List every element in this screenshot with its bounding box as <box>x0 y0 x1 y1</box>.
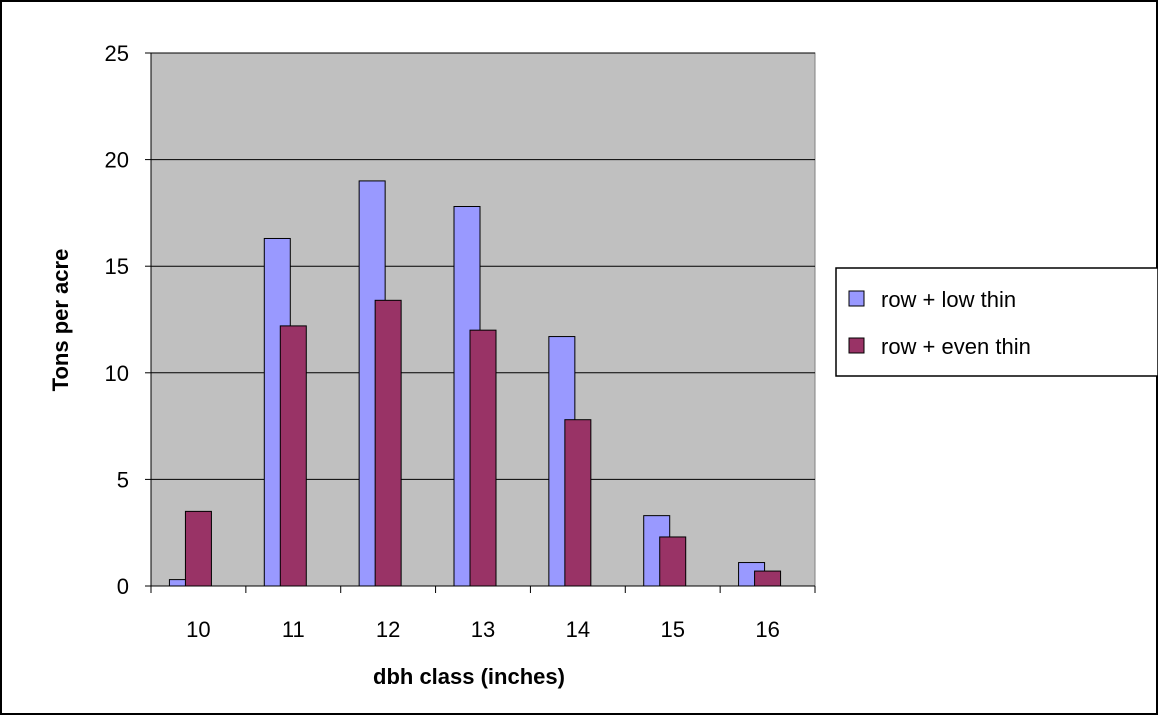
x-tick-label: 10 <box>186 617 210 642</box>
bars <box>168 180 782 587</box>
bar-even-thin-12 <box>374 299 402 587</box>
x-tick-labels: 10 11 12 13 14 15 16 <box>186 617 780 642</box>
bar-even-thin-15 <box>659 536 687 587</box>
y-tick-labels: 0 5 10 15 20 25 <box>105 41 129 599</box>
legend-label-even-thin: row + even thin <box>881 334 1031 359</box>
bar-even-thin-14 <box>564 419 592 587</box>
x-tick-label: 12 <box>376 617 400 642</box>
bar-even-thin-10 <box>184 510 212 587</box>
y-axis-title: Tons per acre <box>48 249 73 392</box>
y-tick-label: 15 <box>105 254 129 279</box>
bar-even-thin-16 <box>754 570 782 587</box>
x-axis-title: dbh class (inches) <box>373 664 565 689</box>
y-tick-label: 20 <box>105 148 129 173</box>
y-tick-label: 5 <box>117 467 129 492</box>
bar-even-thin-11 <box>279 325 307 587</box>
x-tick-label: 15 <box>660 617 684 642</box>
legend-box <box>835 267 1158 377</box>
legend-swatch-low-thin <box>848 290 865 307</box>
legend-label-low-thin: row + low thin <box>881 287 1016 312</box>
legend: row + low thin row + even thin <box>835 267 1158 377</box>
y-tick-label: 0 <box>117 574 129 599</box>
axes <box>145 52 816 593</box>
x-tick-label: 13 <box>471 617 495 642</box>
x-tick-label: 16 <box>755 617 779 642</box>
y-tick-label: 25 <box>105 41 129 66</box>
legend-swatch-even-thin <box>848 337 865 354</box>
x-tick-label: 11 <box>282 617 305 642</box>
bar-even-thin-13 <box>469 329 497 587</box>
x-tick-label: 14 <box>566 617 590 642</box>
y-tick-label: 10 <box>105 361 129 386</box>
